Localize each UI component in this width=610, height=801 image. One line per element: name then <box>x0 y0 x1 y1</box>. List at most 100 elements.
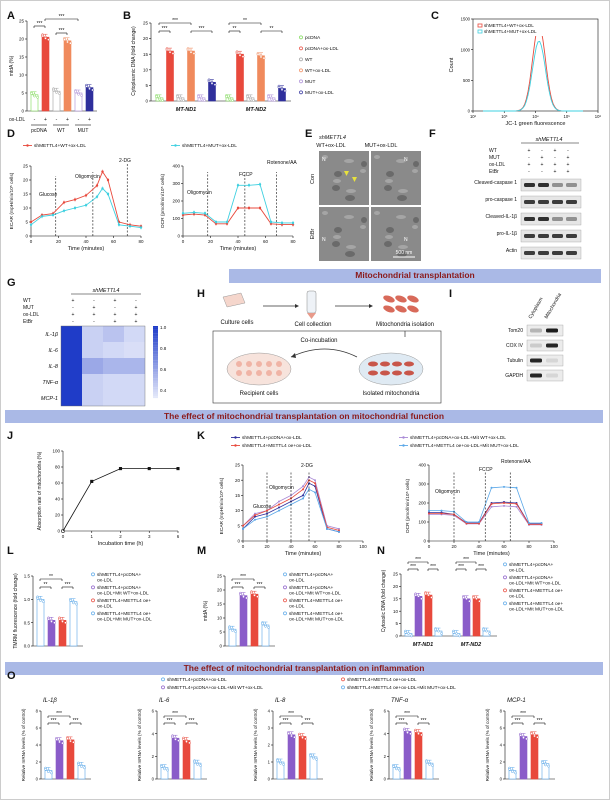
panel-d-ecar-series-0 <box>30 170 142 227</box>
panel-j-xtick-label: 0 <box>62 534 65 539</box>
panel-k-ecar-ylabel: ECAR (mpH/min/10⁵ cells) <box>219 477 225 534</box>
panel-n-ylabel: Cytosolic DNA (fold change) <box>381 569 387 632</box>
panel-g-gene-label: TNF-α <box>42 380 59 386</box>
panel-l-ytick-label: 0.0 <box>24 644 31 649</box>
panel-n-point <box>420 597 423 601</box>
panel-a-ytick-label: 5 <box>21 91 24 96</box>
panel-n-bar <box>472 598 481 637</box>
panel-o-point <box>160 765 163 768</box>
panel-g-gene-label: MCP-1 <box>41 396 58 402</box>
panel-n-point <box>475 597 478 601</box>
panel-h-arrowhead <box>369 304 373 308</box>
panel-o-gene-title: IL-1β <box>43 698 57 704</box>
panel-f-band <box>538 251 549 255</box>
panel-label-C: C <box>431 10 439 22</box>
panel-b-point <box>207 79 211 83</box>
panel-l-point <box>72 601 75 605</box>
panel-o-bar <box>403 731 412 780</box>
panel-f-band-label: pro-caspase 1 <box>485 197 517 203</box>
panel-g-cell <box>61 390 82 406</box>
panel-l-legend-label: ox-LDL <box>97 578 113 584</box>
panel-o-3-ytick-label: 2 <box>384 754 387 759</box>
panel-b-point <box>210 82 214 85</box>
panel-l-ytick-label: 0.5 <box>24 620 31 625</box>
panel-b-ytick-label: 15 <box>143 52 149 57</box>
panel-g-scale-step <box>153 394 158 397</box>
panel-o-point <box>282 763 285 766</box>
panel-l-bar <box>47 620 56 647</box>
panel-m-ytick-label: 0 <box>219 644 222 649</box>
panel-o-s3-sig: *** <box>421 718 427 724</box>
panel-a-sign: - <box>78 117 80 123</box>
panel-e-texture <box>360 169 366 173</box>
panel-n-legend-label: ox-LDL+Mit MUT+ox-LDL <box>509 607 564 613</box>
panel-o-point <box>80 765 83 768</box>
panel-o-ylabel: Relative mRNA levels (% of control) <box>369 708 374 781</box>
panel-e-micrograph <box>371 207 421 261</box>
panel-c-xtick-label: 10³ <box>501 114 508 119</box>
panel-e-col-label: WT+ox-LDL <box>316 143 346 149</box>
panel-n-s5-sig: *** <box>463 557 469 563</box>
panel-label-O: O <box>7 670 16 682</box>
panel-k-ecar-series-0 <box>242 482 340 533</box>
panel-e-texture <box>386 171 394 177</box>
panel-d-ecar-ann: Glucose <box>39 192 58 198</box>
panel-f-band <box>552 234 563 238</box>
panel-a-point <box>52 88 55 92</box>
panel-d-legend-mut-label: shMETTL4+MUT+ox-LDL <box>182 143 237 149</box>
panel-o-legend-1-swatch <box>161 685 165 690</box>
panel-k-ecar-xtick-label: 20 <box>264 544 270 549</box>
panel-i-band-label: GAPDH <box>505 373 523 379</box>
panel-k-ecar-ytick-label: 15 <box>235 493 241 498</box>
panel-g-scale-step <box>153 383 158 386</box>
panel-n-legend-swatch <box>503 588 507 593</box>
panel-d-ocr-ytick-label: 400 <box>172 164 180 169</box>
panel-e-arrowhead <box>352 177 357 182</box>
panel-o-s2-sig: *** <box>520 711 526 717</box>
panel-m-ylabel: mtdA (%) <box>203 600 209 621</box>
panel-k-ocr-ytick-label: 400 <box>418 463 426 468</box>
panel-o-point <box>541 761 544 764</box>
panel-h-mitochondria-icon <box>407 305 419 313</box>
panel-g-sign: + <box>114 312 117 318</box>
panel-a-point <box>44 37 47 40</box>
panel-g-scale-step <box>153 374 158 377</box>
panel-g-sign: + <box>72 298 75 304</box>
panel-g-scale-step <box>153 344 158 346</box>
panel-e-texture <box>333 235 341 239</box>
panel-m-legend-label: shMETTL4+METTL4 oe+ <box>289 611 343 617</box>
panel-h-step-label: Co-incubation <box>300 338 337 344</box>
panel-l-s1-sig: ** <box>44 582 48 588</box>
panel-m-legend-label: shMETTL4+METTL4 oe+ <box>289 598 343 604</box>
panel-d-ocr-ytick-label: 300 <box>172 181 180 186</box>
panel-b-s5-sig: ** <box>243 18 247 24</box>
panel-j-ytick-label: 60 <box>55 481 61 486</box>
panel-o-point <box>58 740 61 744</box>
panel-o-point <box>544 763 547 767</box>
panel-a-sign: + <box>44 117 47 123</box>
panel-o-point <box>312 756 315 760</box>
panel-b-legend-0-swatch <box>299 35 303 40</box>
panel-l-legend-label: ox-LDL <box>97 604 113 610</box>
panel-g-scale-step <box>153 329 158 332</box>
panel-c-legend-swatch-wt <box>477 23 483 28</box>
panel-g-scale-step <box>153 371 158 373</box>
panel-o-point <box>290 734 293 738</box>
panel-k-ocr-ytick-label: 100 <box>418 520 426 525</box>
panel-k-legend-0-label: shMETTL4+pcDNA+ox-LDL <box>242 435 302 441</box>
panel-o-0-ytick-label: 8 <box>36 709 39 714</box>
panel-d-ocr-xtick-label: 40 <box>235 239 241 244</box>
panel-n-point <box>458 634 461 638</box>
panel-i-blot <box>526 339 564 352</box>
panel-e-texture <box>374 155 380 159</box>
panel-g-scale-step <box>153 340 158 343</box>
panel-a-treat-label: ox-LDL <box>9 117 25 123</box>
panel-b-legend-3-label: WT+ox-LDL <box>305 68 331 74</box>
panel-g-scale-step <box>153 349 158 352</box>
panel-n-point <box>417 594 420 598</box>
panel-n-s2-sig: *** <box>415 557 421 563</box>
panel-o-4-ytick-label: 6 <box>500 726 503 731</box>
panel-g-cell <box>124 326 145 342</box>
panel-f-band <box>524 183 535 187</box>
